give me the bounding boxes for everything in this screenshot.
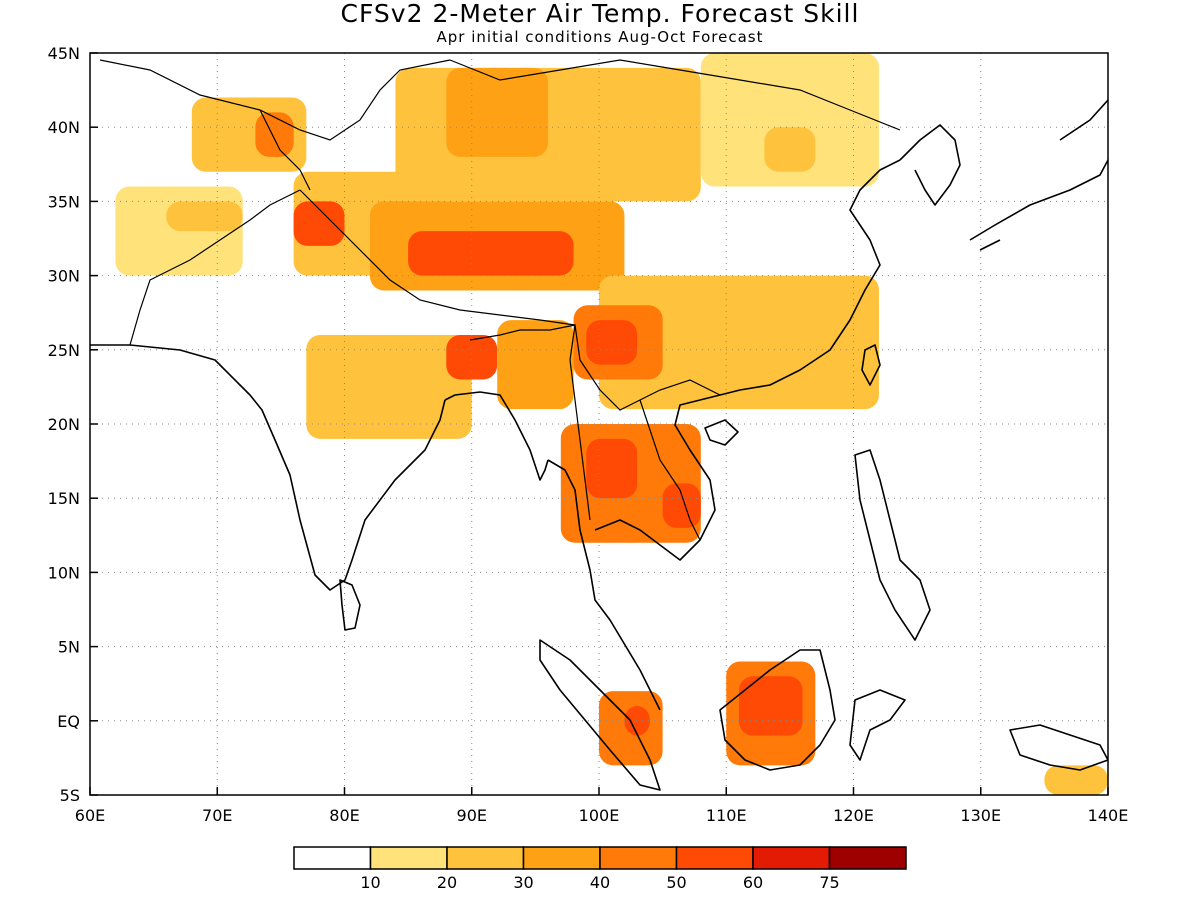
colorbar-label: 30	[513, 873, 533, 892]
borneo-coastline	[719, 649, 836, 771]
lat-tick-label: 15N	[48, 489, 80, 508]
colorbar-swatch	[522, 846, 601, 870]
skill-region	[993, 320, 1108, 469]
skill-region	[700, 53, 879, 187]
lon-tick-label: 120E	[833, 806, 874, 825]
lon-tick-label: 80E	[329, 806, 359, 825]
skill-region	[764, 127, 816, 172]
colorbar-label: 10	[360, 873, 380, 892]
colorbar-swatch	[369, 846, 448, 870]
lat-tick-label: 10N	[48, 563, 80, 582]
lat-tick-label: 20N	[48, 415, 80, 434]
indochina-coastline	[594, 394, 721, 561]
lat-tick-label: 40N	[48, 118, 80, 137]
lon-tick-marks	[89, 787, 1109, 795]
skill-region	[1044, 765, 1108, 795]
colorbar-label: 60	[743, 873, 763, 892]
colorbar-label: 50	[666, 873, 686, 892]
colorbar-label: 20	[437, 873, 457, 892]
bengal-coastline	[444, 391, 549, 481]
colorbar-swatch	[293, 846, 372, 870]
skill-region	[599, 275, 879, 410]
hainan-coastline	[704, 419, 739, 446]
lat-tick-label: 25N	[48, 341, 80, 360]
colorbar-swatch	[675, 846, 754, 870]
skill-shading	[115, 53, 1108, 795]
taiwan-coastline	[861, 344, 881, 386]
lat-tick-marks	[90, 52, 98, 796]
colorbar-swatch	[752, 846, 831, 870]
country-borders	[99, 59, 901, 541]
lon-tick-label: 100E	[579, 806, 620, 825]
lat-labels: 45N 40N 35N 30N 25N 20N 15N 10N 5N EQ 5S	[48, 44, 80, 805]
sulawesi-coastline	[849, 689, 906, 761]
korea-coastline	[899, 124, 961, 206]
lon-labels: 60E 70E 80E 90E 100E 110E 120E 130E 140E	[75, 806, 1129, 825]
skill-region	[293, 201, 345, 246]
lon-tick-label: 110E	[706, 806, 747, 825]
lat-tick-label: 5N	[58, 638, 80, 657]
srilanka-coastline	[339, 579, 361, 631]
coastlines	[90, 99, 1108, 791]
grid-lines	[90, 53, 1108, 795]
lon-tick-label: 70E	[202, 806, 232, 825]
china-coastline	[719, 159, 901, 396]
colorbar-swatch	[599, 846, 678, 870]
skill-region	[306, 334, 472, 439]
skill-region	[738, 676, 803, 736]
skill-region	[446, 334, 498, 380]
skill-region	[408, 231, 574, 276]
colorbar	[293, 846, 907, 870]
skill-region	[624, 705, 650, 736]
lon-tick-label: 140E	[1088, 806, 1129, 825]
colorbar-labels: 10 20 30 40 50 60 75	[360, 873, 839, 892]
philippines-coastline	[854, 449, 931, 641]
malay-coastline	[547, 459, 661, 711]
japan-coastline	[969, 99, 1108, 251]
lat-tick-label: 45N	[48, 44, 80, 63]
lat-tick-label: EQ	[57, 712, 80, 731]
lon-tick-label: 60E	[75, 806, 105, 825]
skill-region	[497, 320, 574, 410]
chart-title: CFSv2 2-Meter Air Temp. Forecast Skill	[340, 0, 860, 28]
newguinea-coastline	[1009, 724, 1108, 771]
skill-region	[586, 438, 638, 499]
skill-region	[662, 483, 701, 528]
colorbar-swatch	[828, 846, 907, 870]
skill-region	[115, 186, 243, 276]
lon-tick-label: 90E	[457, 806, 487, 825]
skill-region	[586, 320, 638, 365]
skill-region	[255, 112, 294, 157]
colorbar-swatch	[446, 846, 525, 870]
lon-tick-label: 130E	[960, 806, 1001, 825]
skill-region	[446, 67, 549, 157]
lat-tick-label: 5S	[60, 786, 80, 805]
colorbar-label: 75	[819, 873, 839, 892]
sumatra-coastline	[539, 639, 661, 791]
lat-tick-label: 30N	[48, 267, 80, 286]
chart-subtitle: Apr initial conditions Aug-Oct Forecast	[436, 28, 764, 46]
skill-region	[166, 201, 243, 232]
colorbar-label: 40	[590, 873, 610, 892]
lat-tick-label: 35N	[48, 192, 80, 211]
india-coastline	[90, 344, 446, 591]
